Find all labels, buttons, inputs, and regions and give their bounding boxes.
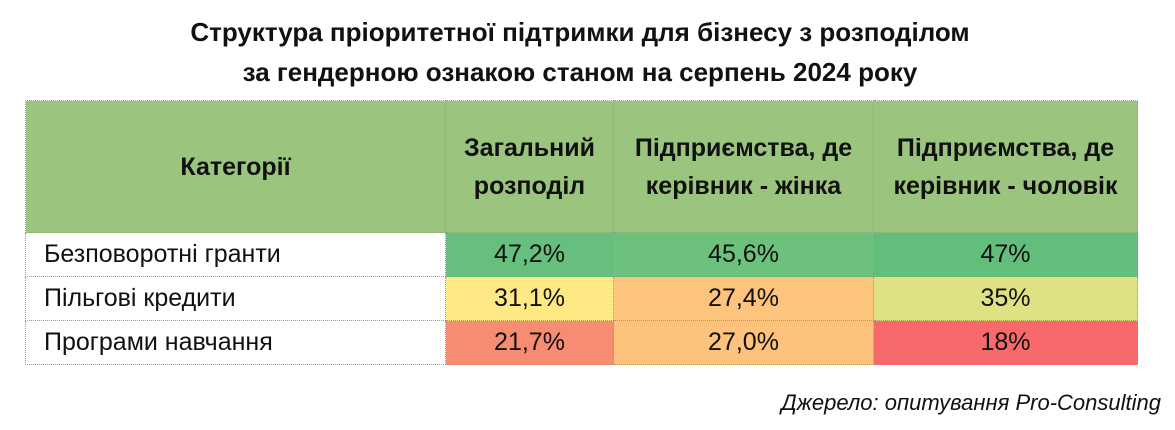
header-cell: Категорії <box>25 100 446 233</box>
value-cell: 31,1% <box>445 276 614 321</box>
value-cell: 35% <box>873 276 1138 321</box>
header-cell: Підприємства, де керівник - жінка <box>613 100 874 233</box>
table-row: Пільгові кредити 31,1% 27,4% 35% <box>25 276 1138 321</box>
value-cell: 27,4% <box>613 276 874 321</box>
header-cell: Загальний розподіл <box>445 100 614 233</box>
title-line: Структура пріоритетної підтримки для біз… <box>190 17 970 47</box>
category-cell: Програми навчання <box>25 320 446 365</box>
table-row: Програми навчання 21,7% 27,0% 18% <box>25 320 1138 365</box>
table: Категорії Загальний розподіл Підприємства,… <box>25 100 1138 365</box>
value-cell: 47,2% <box>445 232 614 277</box>
title: Структура пріоритетної підтримки для біз… <box>0 12 1160 92</box>
header-row: Категорії Загальний розподіл Підприємства,… <box>25 100 1138 233</box>
value-cell: 21,7% <box>445 320 614 365</box>
table-row: Безповоротні гранти 47,2% 45,6% 47% <box>25 232 1138 277</box>
source: Джерело: опитування Pro-Consulting <box>781 390 1161 415</box>
title-line: за гендерною ознакою станом на серпень 2… <box>242 57 918 87</box>
value-cell: 27,0% <box>613 320 874 365</box>
category-cell: Безповоротні гранти <box>25 232 446 277</box>
value-cell: 47% <box>873 232 1138 277</box>
header-cell: Підприємства, де керівник - чоловік <box>873 100 1138 233</box>
value-cell: 45,6% <box>613 232 874 277</box>
table-body: Безповоротні гранти 47,2% 45,6% 47% Пільгові… <box>25 232 1138 365</box>
value-cell: 18% <box>873 320 1138 365</box>
category-cell: Пільгові кредити <box>25 276 446 321</box>
